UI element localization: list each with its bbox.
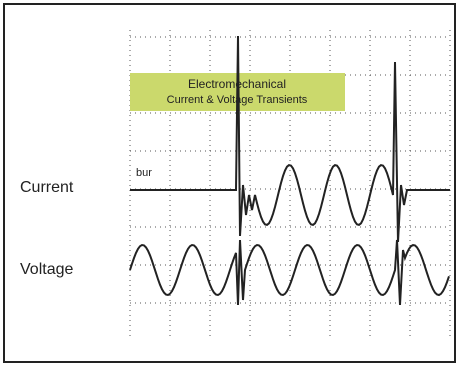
- figure: Electromechanical Current & Voltage Tran…: [0, 0, 460, 367]
- marker-label: bur: [136, 167, 152, 179]
- trace-label: Current: [20, 179, 74, 196]
- trace-label: Voltage: [20, 261, 73, 278]
